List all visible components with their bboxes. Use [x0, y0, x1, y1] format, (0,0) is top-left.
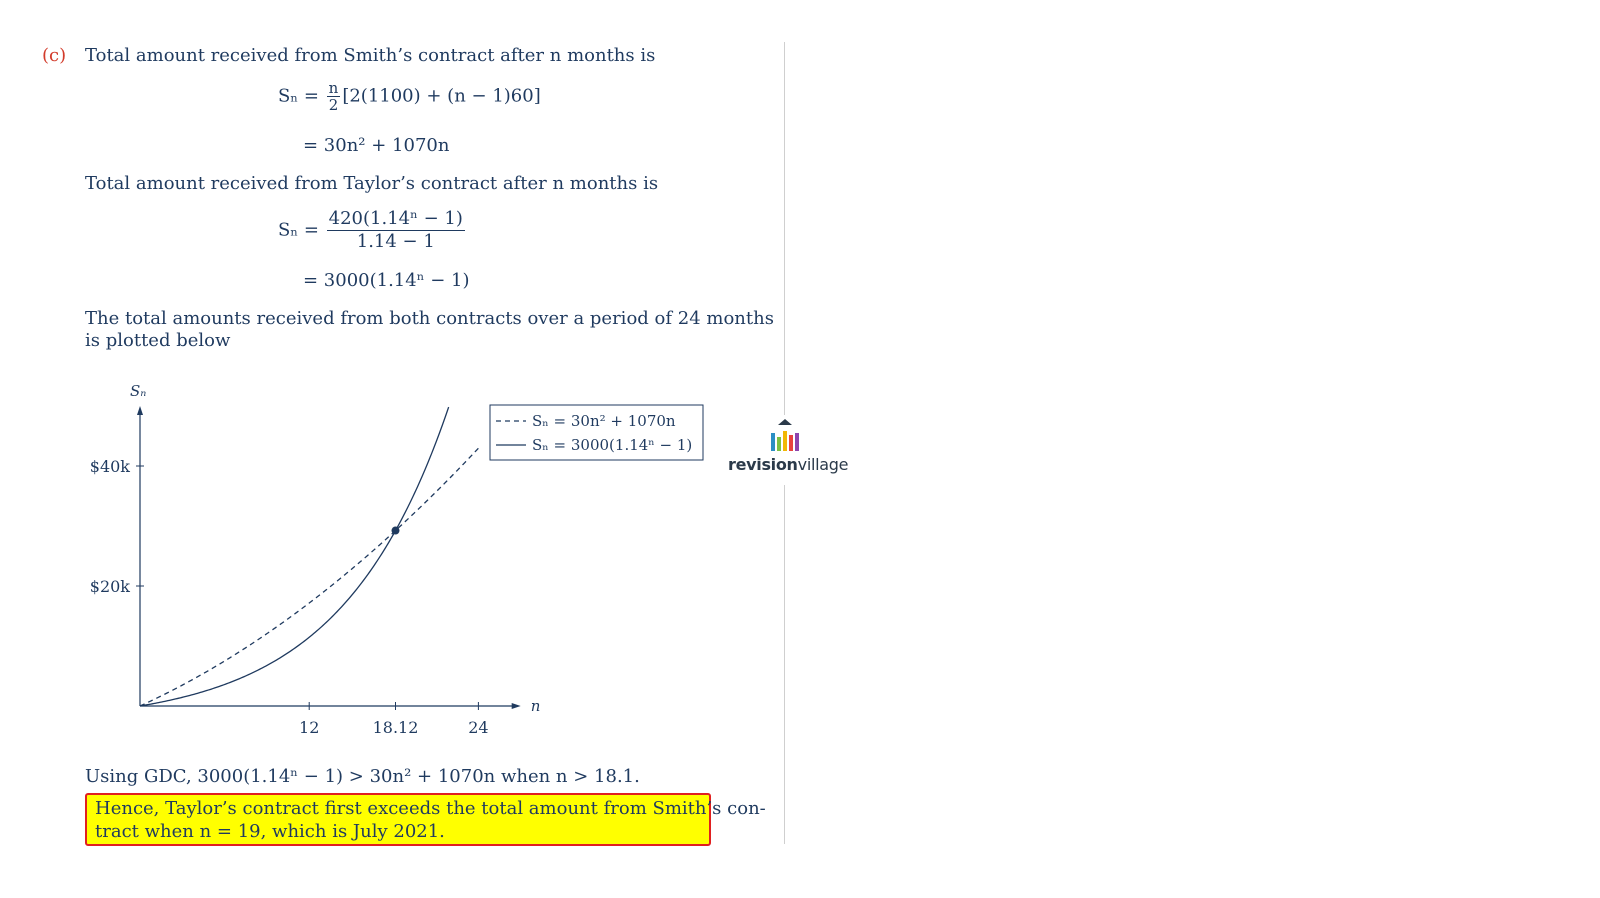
smith-eq1-denominator: 2: [328, 96, 339, 114]
gdc-line: Using GDC, 3000(1.14ⁿ − 1) > 30n² + 1070…: [85, 766, 640, 787]
taylor-eq1-denominator: 1.14 − 1: [356, 231, 435, 252]
taylor-series-line: [139, 406, 450, 707]
plot-intro-line-1: The total amounts received from both con…: [85, 308, 774, 329]
smith-eq1-numerator: n: [326, 79, 341, 97]
taylor-eq1-fraction: 420(1.14ⁿ − 1) 1.14 − 1: [326, 208, 465, 253]
legend-entry: Sₙ = 3000(1.14ⁿ − 1): [532, 436, 692, 454]
logo-icon: [771, 419, 799, 451]
conclusion-line-1: Hence, Taylor’s contract first exceeds t…: [95, 798, 766, 819]
smith-eq1-lhs: Sₙ =: [278, 85, 319, 107]
y-axis-label: Sₙ: [130, 382, 146, 400]
y-tick-label: $20k: [90, 577, 131, 596]
taylor-equation-1: Sₙ = 420(1.14ⁿ − 1) 1.14 − 1: [278, 208, 467, 253]
x-axis-arrow: [511, 703, 521, 709]
taylor-eq1-lhs: Sₙ =: [278, 219, 319, 241]
plot-intro-line-2: is plotted below: [85, 330, 231, 351]
x-axis-label: n: [531, 697, 541, 715]
intersection-point: [391, 526, 400, 535]
chart: Sₙ n 12 18.12 24 $20k $40k Sₙ = 30n² + 1070n Sₙ …: [90, 382, 704, 737]
smith-equation-1: Sₙ = n 2 [2(1100) + (n − 1)60]: [278, 80, 541, 113]
conclusion-line-2: tract when n = 19, which is July 2021.: [95, 821, 445, 842]
x-tick-label: 24: [468, 718, 488, 737]
smith-eq1-fraction: n 2: [326, 79, 341, 114]
conclusion-box: Hence, Taylor’s contract first exceeds t…: [85, 793, 766, 846]
smith-eq1-rest: [2(1100) + (n − 1)60]: [342, 85, 541, 107]
y-tick-label: $40k: [90, 457, 131, 476]
taylor-intro: Total amount received from Taylor’s cont…: [85, 173, 659, 194]
logo-wordmark: revisionvillage: [728, 455, 849, 474]
legend-entry: Sₙ = 30n² + 1070n: [532, 412, 676, 430]
revision-village-logo: revisionvillage: [728, 415, 848, 485]
y-axis-arrow: [137, 406, 143, 415]
x-tick-label: 18.12: [373, 718, 419, 737]
smith-series-line: [139, 447, 479, 707]
taylor-equation-2: = 3000(1.14ⁿ − 1): [303, 270, 470, 291]
smith-intro: Total amount received from Smith’s contr…: [85, 45, 656, 66]
taylor-eq1-numerator: 420(1.14ⁿ − 1): [326, 208, 465, 231]
x-tick-label: 12: [299, 718, 319, 737]
legend-box: [489, 404, 704, 461]
smith-equation-2: = 30n² + 1070n: [303, 135, 450, 156]
part-label: (c): [42, 45, 67, 66]
